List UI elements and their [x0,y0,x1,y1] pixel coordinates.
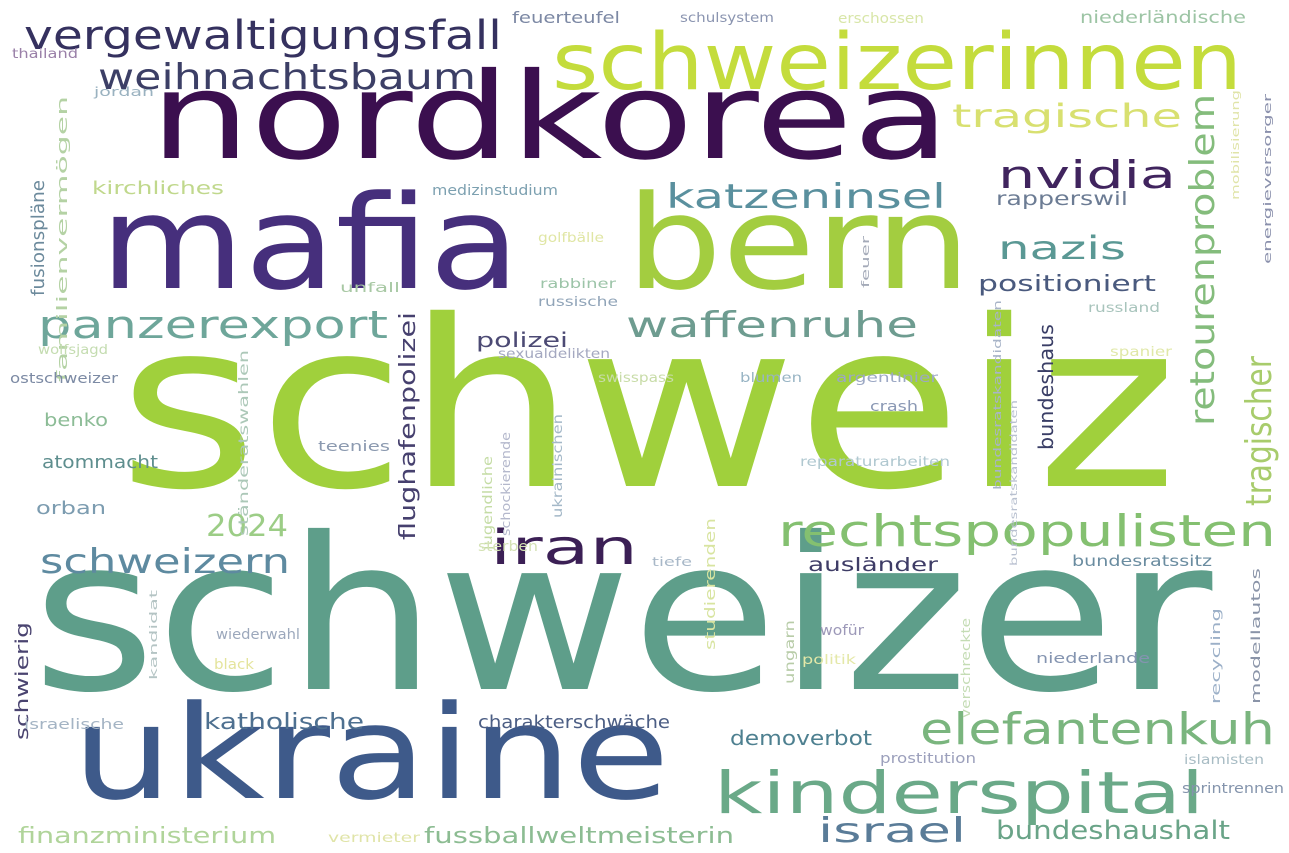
word-thailand: thailand [12,47,79,62]
word-charakterschwäche: charakterschwäche [478,712,671,733]
word-demoverbot: demoverbot [730,726,872,750]
word-schweizer: schweizer [32,492,1213,739]
word-rabbiner: rabbiner [540,277,616,292]
word-nvidia: nvidia [998,153,1176,197]
word-israel: israel [818,811,967,851]
word-ukraine: ukraine [72,677,670,829]
word-israelische: israelische [24,717,124,733]
word-atommacht: atommacht [42,452,158,473]
word-wolfsjagd: wolfsjagd [38,343,109,358]
word-rechtspopulisten: rechtspopulisten [778,506,1276,557]
word-feuerteufel: feuerteufel [512,8,620,27]
word-flughafenpolizei: flughafenpolizei [396,311,421,540]
word-niederländische: niederländische [1080,8,1246,28]
word-schweizerinnen: schweizerinnen [552,18,1243,108]
word-politik: politik [802,653,856,668]
word-wiederwahl: wiederwahl [216,627,301,643]
word-familienvermögen: familienvermögen [55,95,71,382]
word-schweiz: schweiz [118,271,1178,541]
word-orban: orban [36,498,107,519]
word-sexualdelikten: sexualdelikten [498,347,611,362]
word-argentinier: argentinier [836,371,939,386]
word-ukrainischen: ukrainischen [551,413,566,518]
word-nordkorea: nordkorea [150,48,950,187]
word-islamisten: islamisten [1184,753,1265,768]
word-vergewaltigungsfall: vergewaltigungsfall [24,13,502,59]
word-bundesratskandidaten: bundesratskandidaten [1009,400,1020,566]
word-crash: crash [870,399,918,415]
word-ostschweizer: ostschweizer [10,371,118,387]
word-mobilisierung: mobilisierung [1229,90,1242,200]
word-2024: 2024 [206,509,289,544]
word-kinderspital: kinderspital [714,759,1205,827]
word-teenies: teenies [318,439,390,455]
word-spanier: spanier [1110,345,1173,360]
word-benko: benko [44,410,109,431]
word-jugendliche: jugendliche [481,455,496,550]
word-recycling: recycling [1209,607,1223,704]
word-schweizern: schweizern [40,542,291,582]
word-ständeratswahlen: ständeratswahlen [237,349,252,536]
word-energieversorger: energieversorger [1261,93,1274,264]
word-waffenruhe: waffenruhe [626,305,918,346]
word-modellautos: modellautos [1249,567,1263,704]
word-tragische: tragische [952,97,1182,135]
word-tragischer: tragischer [1239,356,1280,506]
word-katholische: katholische [204,710,365,735]
word-russische: russische [538,295,618,310]
word-kandidat: kandidat [147,590,160,680]
word-bundeshaushalt: bundeshaushalt [996,816,1230,846]
word-schockierende: schockierende [499,432,513,536]
word-elefantenkuh: elefantenkuh [920,704,1275,755]
word-studierenden: studierenden [703,518,719,650]
word-kirchliches: kirchliches [92,178,224,199]
word-bundesratssitz: bundesratssitz [1072,552,1213,570]
word-positioniert: positioniert [978,272,1156,297]
word-katzeninsel: katzeninsel [666,177,946,217]
word-golfbälle: golfbälle [538,231,605,246]
word-sterben: sterben [478,539,539,555]
word-bern: bern [626,167,971,319]
word-fusionspläne: fusionspläne [28,179,49,296]
word-polizei: polizei [476,328,568,352]
word-swisspass: swisspass [598,371,674,386]
word-prostitution: prostitution [880,751,977,767]
word-ungarn: ungarn [783,620,798,684]
word-feuer: feuer [859,235,872,288]
word-unfall: unfall [340,281,400,296]
word-russland: russland [1088,301,1160,316]
word-erschossen: erschossen [838,11,924,27]
word-iran: iran [490,520,638,576]
word-tiefe: tiefe [652,555,693,569]
word-verschreckte: verschreckte [959,618,973,718]
word-finanzministerium: finanzministerium [18,824,277,849]
word-vermieter: vermieter [328,831,420,846]
word-niederlande: niederlande [1036,651,1151,667]
word-weihnachtsbaum: weihnachtsbaum [98,57,477,98]
word-medizinstudium: medizinstudium [432,183,558,199]
word-panzerexport: panzerexport [38,303,388,347]
word-bundesratskandidaten: bundesratskandidaten [991,300,1004,490]
word-schulsystem: schulsystem [680,11,774,26]
word-fussballweltmeisterin: fussballweltmeisterin [424,824,735,849]
word-ausländer: ausländer [808,554,938,576]
word-nazis: nazis [998,229,1126,267]
word-mafia: mafia [100,167,521,319]
word-jordan: jordan [94,85,155,99]
word-wofür: wofür [820,623,865,639]
word-rapperswil: rapperswil [996,188,1128,210]
word-sprintrennen: sprintrennen [1182,781,1285,797]
word-reparaturarbeiten: reparaturarbeiten [800,455,951,470]
word-retourenproblem: retourenproblem [1183,93,1223,426]
word-black: black [214,657,254,673]
word-bundeshaus: bundeshaus [1034,324,1058,450]
word-blumen: blumen [740,371,803,386]
